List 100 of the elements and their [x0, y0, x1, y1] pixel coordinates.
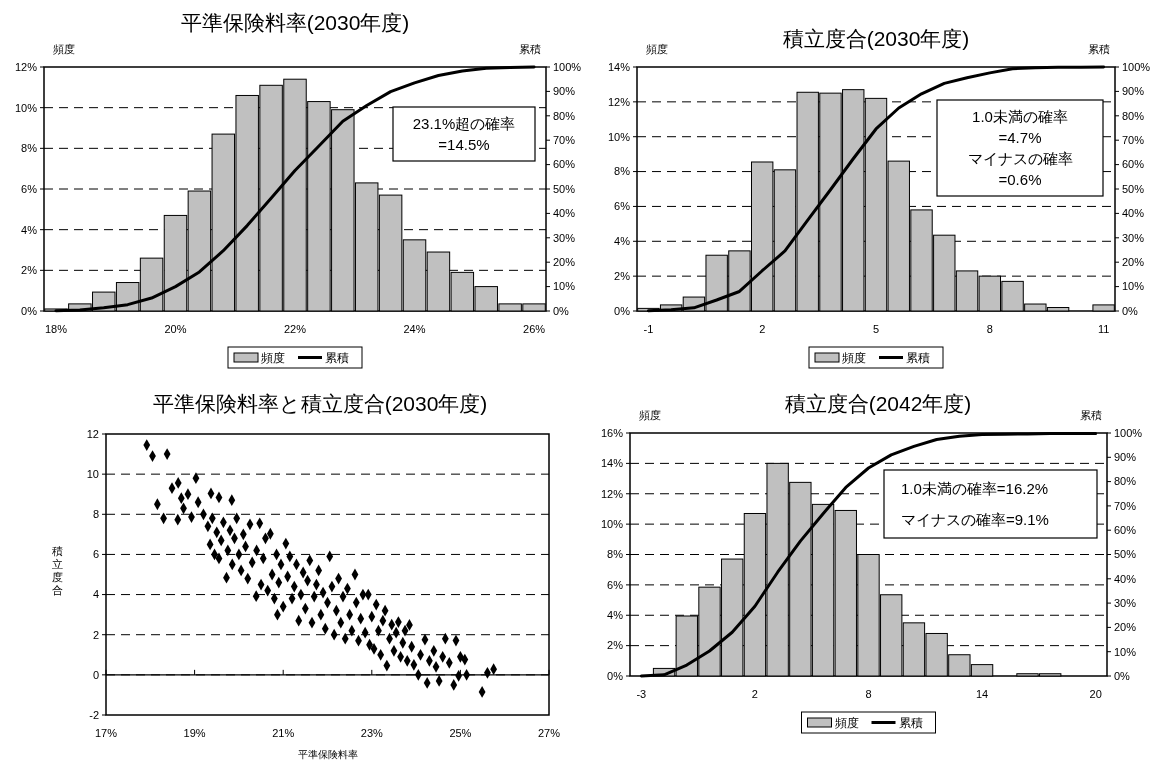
y2-tick-label: 70% — [553, 134, 576, 147]
chart-title: 平準保険料率(2030年度) — [180, 11, 410, 34]
legend-label: 累積 — [898, 715, 923, 730]
y-tick-label: 14% — [600, 457, 624, 470]
y-tick-label: 2% — [607, 639, 624, 652]
y2-tick-label: 50% — [1122, 182, 1145, 195]
x-tick-label: 17% — [94, 727, 118, 739]
y2-tick-label: 100% — [553, 60, 582, 73]
y2-tick-label: 30% — [1114, 596, 1137, 609]
x-tick-label: 14 — [975, 688, 989, 700]
y2-tick-label: 30% — [553, 231, 576, 244]
y-tick-label: 4 — [92, 588, 99, 601]
y-tick-label: 10 — [86, 467, 99, 480]
y2-tick-label: 90% — [1122, 85, 1145, 98]
x-tick-label: 8 — [986, 323, 993, 335]
x-tick-label: -1 — [643, 323, 654, 335]
y-tick-label: 2% — [21, 264, 38, 277]
y2-tick-label: 70% — [1114, 499, 1137, 512]
y-tick-label: 4% — [607, 609, 624, 622]
y-tick-label: -2 — [89, 708, 99, 721]
x-tick-label: 8 — [865, 688, 872, 700]
y-tick-label: 0 — [92, 668, 99, 681]
y-tick-label: 8% — [21, 142, 38, 155]
legend-label: 頻度 — [842, 350, 866, 365]
y2-tick-label: 0% — [553, 304, 570, 317]
annotation: 23.1%超の確率 =14.5% — [412, 114, 516, 153]
y2-tick-label: 20% — [553, 256, 576, 269]
y-axis-title: 頻度 — [646, 43, 668, 55]
y2-axis-title: 累積 — [519, 43, 541, 55]
x-tick-label: 23% — [360, 727, 384, 739]
y-tick-label: 8% — [614, 165, 631, 178]
y-tick-label: 12% — [600, 487, 624, 500]
y-tick-label: 16% — [600, 426, 624, 439]
x-tick-label: 26% — [523, 323, 546, 335]
y2-tick-label: 80% — [553, 109, 576, 122]
y2-tick-label: 100% — [1114, 426, 1143, 439]
y2-tick-label: 60% — [553, 158, 576, 171]
y-tick-label: 6% — [21, 182, 38, 195]
y2-tick-label: 0% — [1122, 304, 1139, 317]
y-tick-label: 6 — [92, 548, 99, 561]
y2-tick-label: 30% — [1122, 231, 1145, 244]
x-tick-label: 11 — [1097, 323, 1110, 335]
x-tick-label: -3 — [636, 688, 647, 700]
x-tick-label: 22% — [283, 323, 307, 335]
y-axis-title: 積立度合 — [51, 545, 63, 596]
x-tick-label: 21% — [272, 727, 295, 739]
y-tick-label: 10% — [14, 101, 38, 114]
y-tick-label: 14% — [607, 60, 631, 73]
y2-tick-label: 60% — [1114, 524, 1137, 537]
y2-tick-label: 70% — [1122, 134, 1145, 147]
y2-tick-label: 40% — [1114, 572, 1137, 585]
y-tick-label: 6% — [607, 578, 624, 591]
y-tick-label: 4% — [614, 235, 631, 248]
annotation: マイナスの確率=9.1% — [901, 510, 1049, 528]
y2-tick-label: 60% — [1122, 158, 1145, 171]
y2-tick-label: 10% — [1122, 280, 1145, 293]
y-axis-title: 頻度 — [53, 43, 75, 55]
y-tick-label: 12% — [607, 95, 631, 108]
legend-label: 頻度 — [834, 715, 859, 730]
y2-tick-label: 50% — [553, 182, 576, 195]
y2-tick-label: 50% — [1114, 548, 1137, 561]
y2-tick-label: 80% — [1114, 475, 1137, 488]
y-tick-label: 2% — [614, 269, 631, 282]
legend-label: 累積 — [906, 350, 930, 365]
y2-tick-label: 100% — [1122, 60, 1151, 73]
x-tick-label: 20 — [1089, 688, 1102, 700]
y-axis-title: 頻度 — [639, 409, 661, 421]
legend-label: 頻度 — [261, 350, 285, 365]
chart-title: 積立度合(2030年度) — [782, 27, 970, 50]
y-tick-label: 8% — [607, 548, 624, 561]
y-tick-label: 10% — [607, 130, 631, 143]
y-tick-label: 2 — [92, 628, 99, 641]
x-tick-label: 20% — [164, 323, 187, 335]
y2-tick-label: 10% — [553, 280, 576, 293]
y-tick-label: 0% — [21, 304, 38, 317]
y-tick-label: 0% — [607, 669, 624, 682]
y2-tick-label: 90% — [553, 85, 576, 98]
y-tick-label: 0% — [614, 304, 631, 317]
x-tick-label: 5 — [872, 323, 880, 335]
chart-title: 平準保険料率と積立度合(2030年度) — [152, 392, 488, 415]
x-tick-label: 24% — [403, 323, 426, 335]
x-tick-label: 27% — [537, 727, 561, 739]
y2-tick-label: 40% — [553, 207, 576, 220]
y2-tick-label: 90% — [1114, 451, 1137, 464]
x-tick-label: 18% — [44, 323, 68, 335]
y-tick-label: 10% — [600, 517, 624, 530]
annotation: 1.0未満の確率=16.2% — [901, 479, 1049, 497]
y-tick-label: 8 — [92, 508, 99, 521]
y2-tick-label: 20% — [1114, 621, 1137, 634]
x-tick-label: 19% — [183, 727, 206, 739]
y2-tick-label: 40% — [1122, 207, 1145, 220]
x-tick-label: 25% — [449, 727, 472, 739]
legend-label: 累積 — [325, 350, 349, 365]
y2-tick-label: 20% — [1122, 256, 1145, 269]
y-tick-label: 12 — [86, 427, 99, 440]
y2-tick-label: 0% — [1114, 669, 1131, 682]
chart-title: 積立度合(2042年度) — [784, 392, 972, 415]
y2-tick-label: 10% — [1114, 645, 1137, 658]
y-tick-label: 4% — [21, 223, 38, 236]
x-tick-label: 2 — [751, 688, 758, 700]
